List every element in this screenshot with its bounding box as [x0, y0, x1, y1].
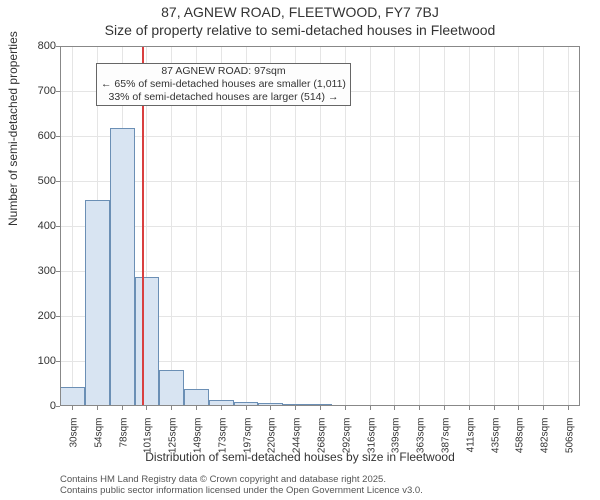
- x-tick-label: 173sqm: [218, 418, 229, 458]
- x-tick-mark: [543, 406, 544, 410]
- histogram-bar: [60, 387, 85, 406]
- gridline-v: [469, 46, 470, 406]
- gridline-v: [72, 46, 73, 406]
- y-tick-mark: [56, 46, 60, 47]
- histogram-bar: [85, 200, 110, 406]
- y-tick-label: 500: [16, 175, 56, 187]
- x-tick-mark: [394, 406, 395, 410]
- histogram-bar: [110, 128, 135, 406]
- x-tick-mark: [518, 406, 519, 410]
- x-tick-label: 268sqm: [317, 418, 328, 458]
- x-tick-mark: [171, 406, 172, 410]
- y-tick-label: 600: [16, 130, 56, 142]
- y-tick-label: 400: [16, 220, 56, 232]
- chart-subtitle: Size of property relative to semi-detach…: [0, 22, 600, 38]
- footer-line1: Contains HM Land Registry data © Crown c…: [60, 474, 423, 485]
- histogram-bar: [258, 403, 283, 406]
- y-tick-label: 800: [16, 40, 56, 52]
- x-tick-mark: [345, 406, 346, 410]
- y-tick-mark: [56, 91, 60, 92]
- histogram-bar: [209, 400, 234, 406]
- x-tick-mark: [469, 406, 470, 410]
- x-tick-label: 101sqm: [143, 418, 154, 458]
- x-tick-label: 435sqm: [490, 418, 501, 458]
- x-tick-label: 244sqm: [292, 418, 303, 458]
- x-tick-label: 316sqm: [366, 418, 377, 458]
- x-tick-label: 506sqm: [564, 418, 575, 458]
- footer-line2: Contains public sector information licen…: [60, 485, 423, 496]
- y-tick-mark: [56, 361, 60, 362]
- x-tick-label: 30sqm: [69, 418, 80, 458]
- y-tick-mark: [56, 181, 60, 182]
- y-tick-label: 200: [16, 310, 56, 322]
- gridline-v: [543, 46, 544, 406]
- x-tick-mark: [370, 406, 371, 410]
- footer-attribution: Contains HM Land Registry data © Crown c…: [60, 474, 423, 496]
- histogram-bar: [159, 370, 184, 406]
- x-tick-mark: [97, 406, 98, 410]
- gridline-v: [444, 46, 445, 406]
- x-tick-label: 482sqm: [539, 418, 550, 458]
- x-tick-mark: [568, 406, 569, 410]
- x-tick-label: 78sqm: [119, 418, 130, 458]
- chart-title-address: 87, AGNEW ROAD, FLEETWOOD, FY7 7BJ: [0, 4, 600, 20]
- y-axis-label: Number of semi-detached properties: [6, 31, 20, 226]
- x-tick-label: 339sqm: [390, 418, 401, 458]
- annotation-line2: ← 65% of semi-detached houses are smalle…: [101, 78, 346, 91]
- gridline-v: [494, 46, 495, 406]
- y-tick-label: 700: [16, 85, 56, 97]
- y-tick-mark: [56, 406, 60, 407]
- y-tick-label: 100: [16, 355, 56, 367]
- histogram-bar: [184, 389, 209, 406]
- x-tick-mark: [494, 406, 495, 410]
- x-tick-mark: [295, 406, 296, 410]
- x-tick-mark: [320, 406, 321, 410]
- histogram-bar: [135, 277, 159, 406]
- x-tick-label: 220sqm: [267, 418, 278, 458]
- gridline-v: [394, 46, 395, 406]
- gridline-v: [568, 46, 569, 406]
- y-tick-mark: [56, 271, 60, 272]
- x-tick-label: 387sqm: [440, 418, 451, 458]
- y-tick-mark: [56, 226, 60, 227]
- y-tick-label: 0: [16, 400, 56, 412]
- x-tick-mark: [246, 406, 247, 410]
- histogram-bar: [283, 404, 308, 406]
- gridline-v: [370, 46, 371, 406]
- x-tick-label: 458sqm: [514, 418, 525, 458]
- x-tick-label: 363sqm: [415, 418, 426, 458]
- x-tick-label: 292sqm: [341, 418, 352, 458]
- x-tick-mark: [146, 406, 147, 410]
- x-tick-mark: [196, 406, 197, 410]
- x-tick-mark: [122, 406, 123, 410]
- y-tick-label: 300: [16, 265, 56, 277]
- x-tick-mark: [270, 406, 271, 410]
- x-tick-mark: [221, 406, 222, 410]
- histogram-bar: [308, 404, 333, 406]
- x-tick-label: 54sqm: [94, 418, 105, 458]
- x-tick-mark: [444, 406, 445, 410]
- y-tick-mark: [56, 316, 60, 317]
- x-tick-label: 411sqm: [465, 418, 476, 458]
- annotation-line3: 33% of semi-detached houses are larger (…: [101, 91, 346, 104]
- x-tick-label: 125sqm: [168, 418, 179, 458]
- gridline-v: [518, 46, 519, 406]
- y-tick-mark: [56, 136, 60, 137]
- histogram-bar: [234, 402, 258, 407]
- x-tick-label: 197sqm: [243, 418, 254, 458]
- annotation-box: 87 AGNEW ROAD: 97sqm ← 65% of semi-detac…: [96, 63, 351, 106]
- annotation-line1: 87 AGNEW ROAD: 97sqm: [101, 65, 346, 78]
- x-tick-mark: [72, 406, 73, 410]
- x-tick-mark: [419, 406, 420, 410]
- x-tick-label: 149sqm: [193, 418, 204, 458]
- gridline-v: [419, 46, 420, 406]
